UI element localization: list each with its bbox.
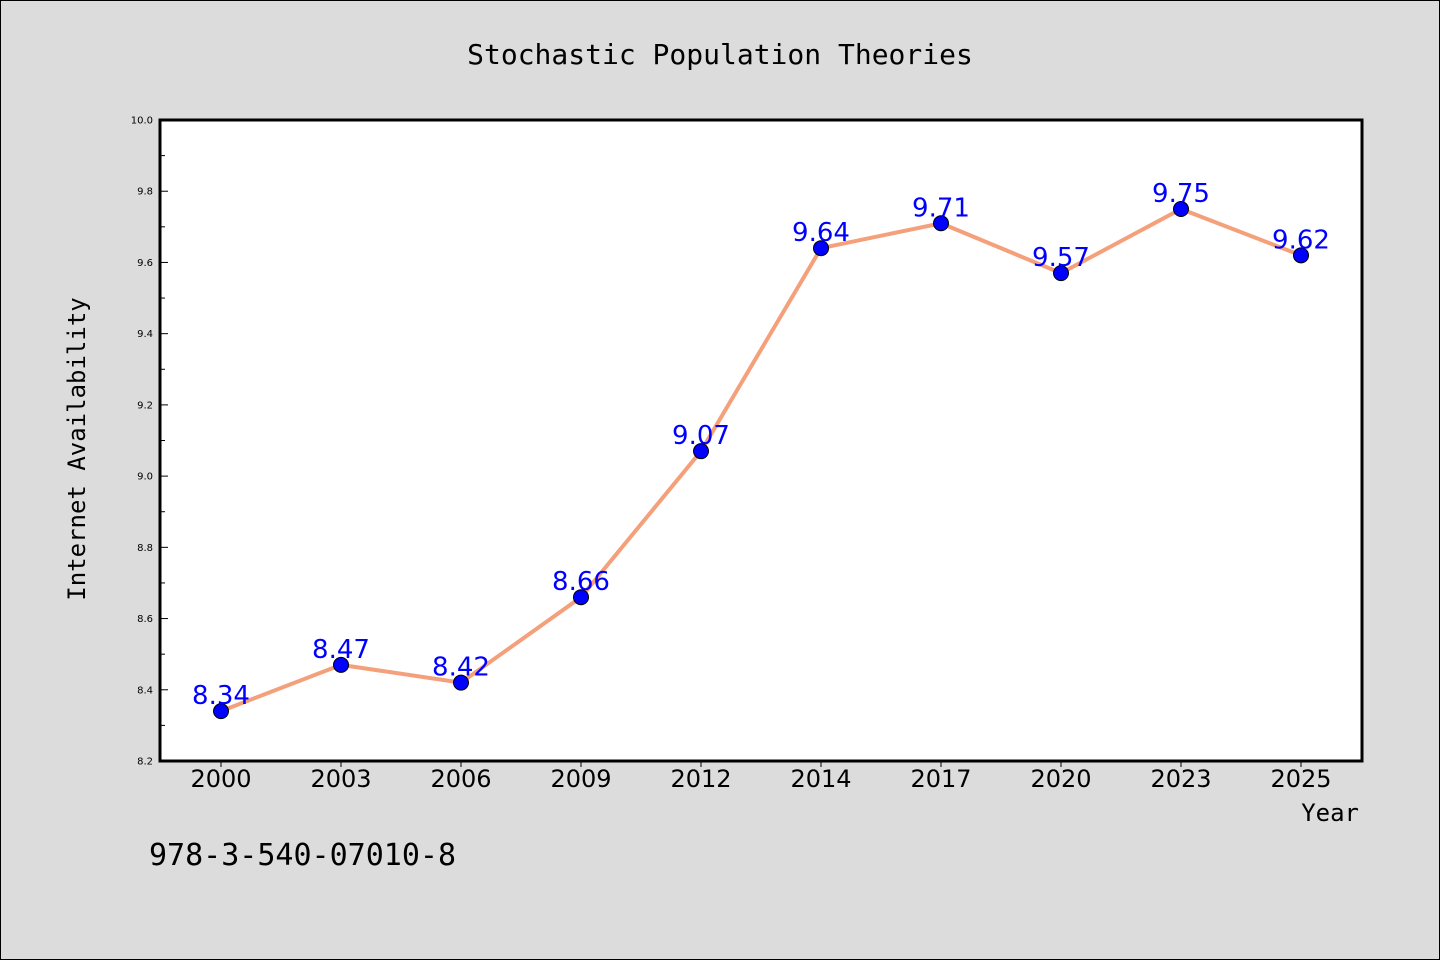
x-tick-label: 2020 — [1030, 765, 1091, 793]
x-tick-label: 2003 — [310, 765, 371, 793]
data-point — [213, 703, 229, 720]
y-axis-title: Internet Availability — [63, 297, 91, 600]
data-label: 8.42 — [432, 653, 490, 683]
data-label: 9.64 — [792, 218, 850, 248]
y-tick-label: 8.8 — [137, 543, 153, 554]
x-tick-label: 2014 — [790, 765, 851, 793]
data-label: 8.34 — [192, 681, 250, 711]
y-tick-label: 8.2 — [137, 757, 153, 768]
data-point — [693, 443, 709, 460]
x-tick-label: 2006 — [430, 765, 491, 793]
y-tick-label: 9.2 — [137, 400, 153, 411]
data-label: 8.47 — [312, 635, 370, 665]
x-tick-label: 2000 — [190, 765, 251, 793]
data-point — [333, 656, 349, 673]
y-tick-label: 9.8 — [137, 187, 153, 198]
y-tick-label: 9.4 — [137, 329, 153, 340]
data-label: 9.62 — [1272, 225, 1330, 255]
data-label: 9.75 — [1152, 179, 1210, 209]
series-line — [220, 207, 1302, 714]
footer-code: 978-3-540-07010-8 — [149, 838, 456, 873]
data-label: 9.07 — [672, 421, 730, 451]
y-tick-label: 8.4 — [137, 685, 153, 696]
y-tick-label: 9.0 — [137, 472, 153, 483]
data-point — [453, 674, 469, 691]
y-tick-label: 9.6 — [137, 258, 153, 269]
y-axis: 8.2 8.4 8.6 8.8 9.0 9.2 9.4 9.6 9.8 10.0 — [131, 116, 168, 768]
x-axis: 2000 2003 2006 2009 2012 2014 2017 2020 2023 2025 — [190, 761, 1332, 793]
data-point — [573, 589, 589, 606]
data-label: 9.71 — [912, 193, 970, 223]
data-labels: 8.34 8.47 8.42 8.66 9.07 9.64 9.71 9.57 9.75 9.62 — [192, 179, 1330, 711]
x-tick-label: 2023 — [1150, 765, 1211, 793]
x-tick-label: 2017 — [910, 765, 971, 793]
data-point — [1053, 265, 1069, 282]
y-tick-label: 10.0 — [131, 116, 153, 127]
chart-title: Stochastic Population Theories — [467, 38, 973, 71]
series-markers — [213, 201, 1309, 720]
data-label: 9.57 — [1032, 243, 1090, 273]
data-point — [933, 215, 949, 232]
data-point — [1293, 247, 1309, 264]
y-tick-label: 8.6 — [137, 614, 153, 625]
data-label: 8.66 — [552, 567, 610, 597]
x-tick-label: 2012 — [670, 765, 731, 793]
x-tick-label: 2009 — [550, 765, 611, 793]
x-tick-label: 2025 — [1270, 765, 1331, 793]
plot-area — [158, 118, 1364, 763]
x-axis-title: Year — [1301, 799, 1359, 827]
data-point — [813, 240, 829, 257]
data-point — [1173, 201, 1189, 218]
